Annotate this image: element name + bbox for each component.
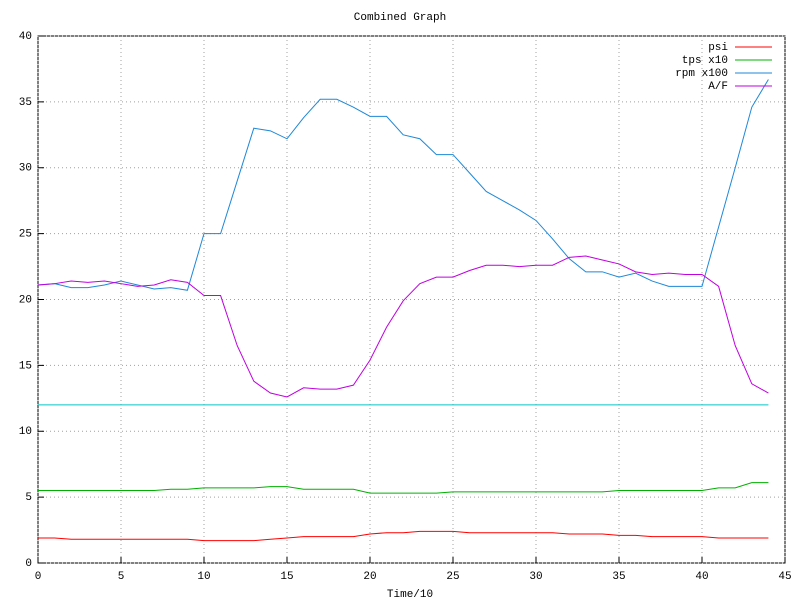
x-tick-label: 35 xyxy=(612,571,625,583)
series-line xyxy=(37,79,769,291)
x-tick-label: 10 xyxy=(197,571,210,583)
y-tick-label: 40 xyxy=(19,31,32,43)
x-tick-label: 30 xyxy=(529,571,542,583)
x-tick-label: 20 xyxy=(363,571,376,583)
series-line xyxy=(38,482,769,494)
legend-label: tps x10 xyxy=(682,55,728,67)
chart-title: Combined Graph xyxy=(354,12,446,24)
legend-label: rpm x100 xyxy=(675,68,728,80)
series-line xyxy=(37,255,769,398)
legend-label: A/F xyxy=(708,81,728,93)
y-tick-label: 25 xyxy=(19,229,32,241)
y-tick-label: 30 xyxy=(19,163,32,175)
y-tick-label: 15 xyxy=(19,360,32,372)
y-tick-label: 0 xyxy=(25,558,32,570)
legend-label: psi xyxy=(708,42,728,54)
x-axis-label: Time/10 xyxy=(387,589,433,600)
y-tick-label: 5 xyxy=(25,492,32,504)
series-line xyxy=(38,530,769,542)
x-tick-label: 25 xyxy=(446,571,459,583)
x-tick-label: 5 xyxy=(118,571,125,583)
y-tick-label: 10 xyxy=(19,426,32,438)
y-tick-label: 35 xyxy=(19,97,32,109)
x-tick-label: 0 xyxy=(35,571,42,583)
x-tick-label: 40 xyxy=(695,571,708,583)
y-tick-label: 20 xyxy=(19,294,32,306)
x-tick-label: 45 xyxy=(778,571,791,583)
x-tick-label: 15 xyxy=(280,571,293,583)
